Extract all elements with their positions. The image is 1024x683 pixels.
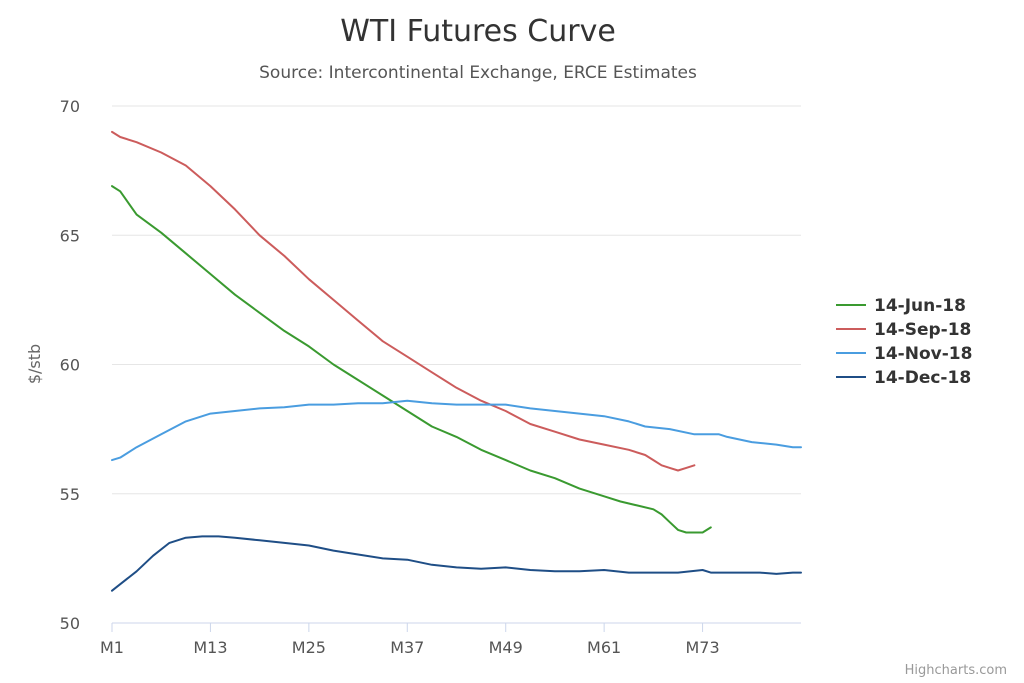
y-tick-label: 50 <box>60 614 80 633</box>
y-tick-label: 55 <box>60 485 80 504</box>
legend-label: 14-Nov-18 <box>874 344 972 364</box>
y-axis: 50 55 60 65 70 <box>60 97 80 633</box>
x-axis: M1 M13 M25 M37 M49 M61 M73 <box>100 622 801 657</box>
x-tick-label: M49 <box>489 638 523 657</box>
series-line-14-jun-18 <box>111 185 712 534</box>
x-tick-label: M13 <box>193 638 227 657</box>
legend-label: 14-Jun-18 <box>874 296 966 316</box>
legend-label: 14-Dec-18 <box>874 368 971 388</box>
y-axis-title: $/stb <box>25 344 44 384</box>
legend-item[interactable]: 14-Nov-18 <box>836 344 972 364</box>
credits-link[interactable]: Highcharts.com <box>905 663 1007 678</box>
legend-item[interactable]: 14-Sep-18 <box>836 320 971 340</box>
x-tick-label: M1 <box>100 638 124 657</box>
y-tick-label: 65 <box>60 226 80 245</box>
y-tick-label: 70 <box>60 97 80 116</box>
legend-label: 14-Sep-18 <box>874 320 971 340</box>
x-tick-label: M61 <box>587 638 621 657</box>
x-tick-label: M37 <box>390 638 424 657</box>
x-tick-label: M25 <box>292 638 326 657</box>
series-lines <box>111 130 802 592</box>
chart-subtitle: Source: Intercontinental Exchange, ERCE … <box>259 63 697 83</box>
series-line-14-nov-18 <box>111 399 802 462</box>
series-line-14-sep-18 <box>111 130 696 472</box>
series-line-14-dec-18 <box>111 535 802 592</box>
chart-title: WTI Futures Curve <box>340 14 616 49</box>
legend-item[interactable]: 14-Jun-18 <box>836 296 966 316</box>
legend[interactable]: 14-Jun-18 14-Sep-18 14-Nov-18 14-Dec-18 <box>836 296 972 388</box>
x-tick-label: M73 <box>685 638 719 657</box>
legend-item[interactable]: 14-Dec-18 <box>836 368 971 388</box>
grid-lines <box>112 105 801 495</box>
y-tick-label: 60 <box>60 356 80 375</box>
